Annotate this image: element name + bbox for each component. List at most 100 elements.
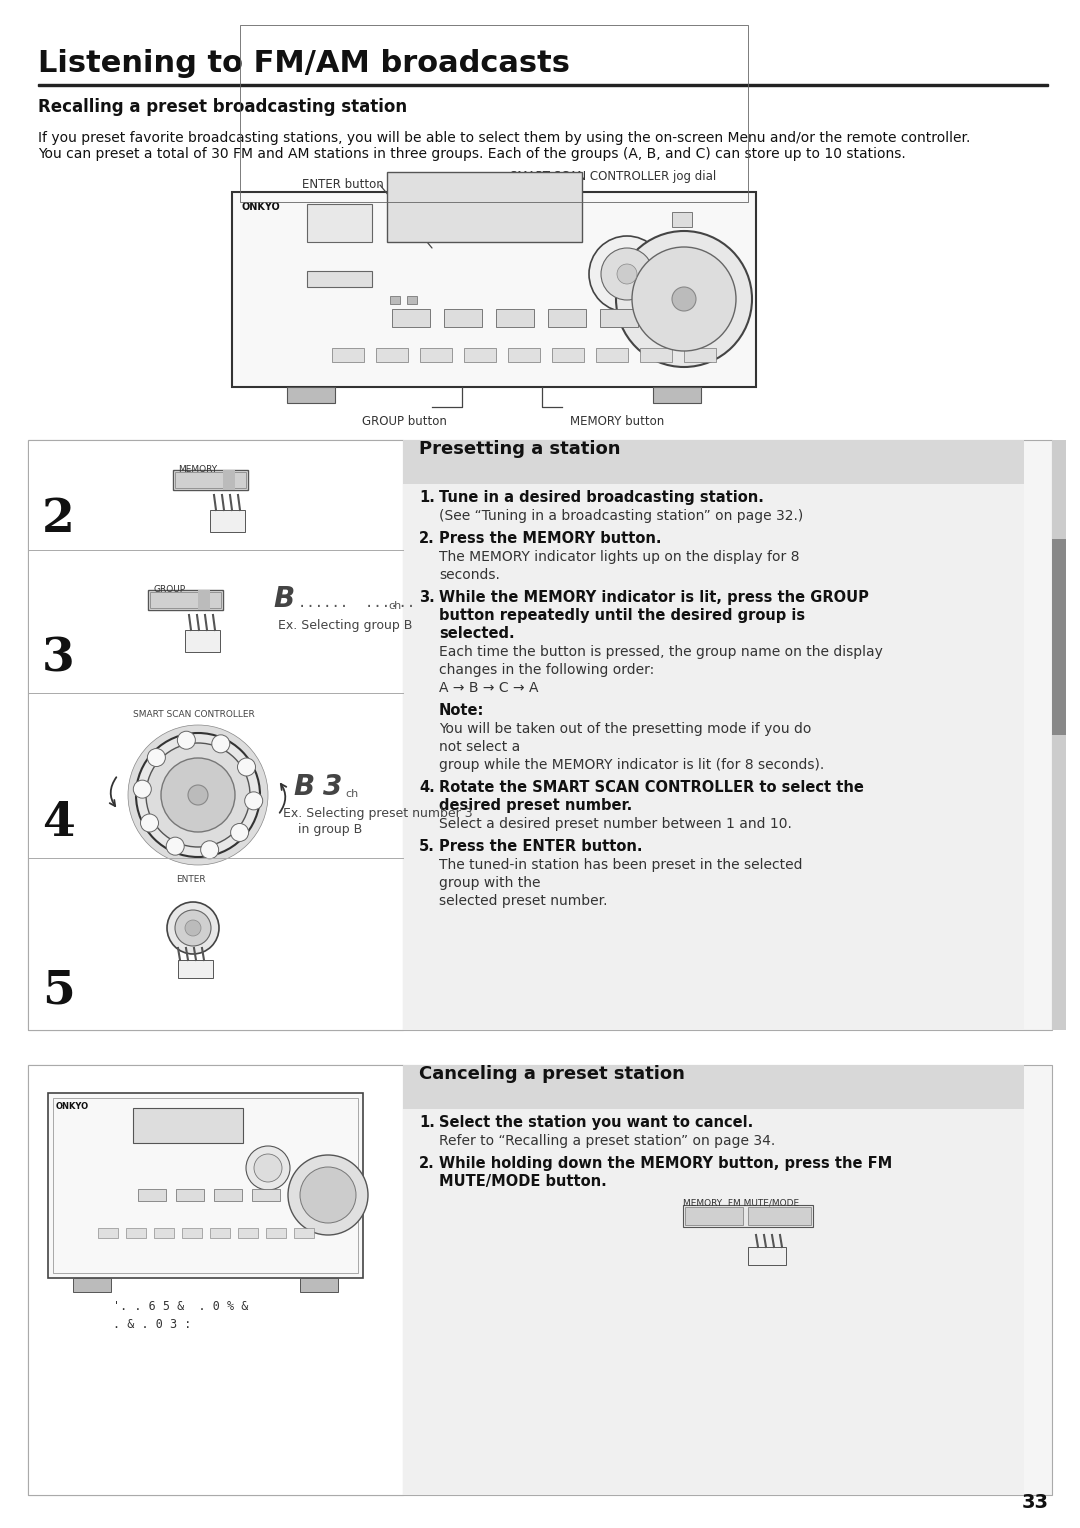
Circle shape bbox=[632, 248, 735, 351]
Bar bbox=[640, 348, 672, 362]
Text: Press the MEMORY button.: Press the MEMORY button. bbox=[438, 532, 661, 545]
Text: While the MEMORY indicator is lit, press the GROUP: While the MEMORY indicator is lit, press… bbox=[438, 590, 869, 605]
Bar bbox=[266, 1229, 286, 1238]
Text: Listening to FM/AM broadcasts: Listening to FM/AM broadcasts bbox=[38, 49, 570, 78]
Bar bbox=[138, 1189, 166, 1201]
Circle shape bbox=[245, 792, 262, 810]
Text: not select a: not select a bbox=[438, 740, 521, 753]
Bar bbox=[38, 84, 1048, 86]
Bar bbox=[98, 1229, 118, 1238]
Text: changes in the following order:: changes in the following order: bbox=[438, 663, 654, 677]
Bar bbox=[332, 348, 364, 362]
Bar bbox=[29, 695, 402, 859]
Bar bbox=[403, 1065, 1024, 1494]
Bar bbox=[28, 440, 403, 1030]
Text: Ex. Selecting preset number 3: Ex. Selecting preset number 3 bbox=[283, 807, 473, 821]
Bar bbox=[496, 309, 534, 327]
Bar bbox=[175, 472, 246, 487]
Text: Note:: Note: bbox=[438, 703, 484, 718]
Text: If you preset favorite broadcasting stations, you will be able to select them by: If you preset favorite broadcasting stat… bbox=[38, 131, 970, 145]
Bar bbox=[1052, 440, 1066, 1030]
Circle shape bbox=[146, 743, 249, 847]
Text: 2.: 2. bbox=[419, 532, 435, 545]
Text: A → B → C → A: A → B → C → A bbox=[438, 681, 539, 695]
Text: Each time the button is pressed, the group name on the display: Each time the button is pressed, the gro… bbox=[438, 645, 882, 659]
Bar bbox=[1052, 539, 1066, 735]
Bar bbox=[672, 267, 692, 283]
Circle shape bbox=[185, 920, 201, 937]
Text: SMART SCAN CONTROLLER: SMART SCAN CONTROLLER bbox=[133, 711, 255, 720]
Text: group with the: group with the bbox=[438, 876, 540, 889]
Text: 3.: 3. bbox=[419, 590, 435, 605]
Text: 2: 2 bbox=[42, 497, 75, 542]
Bar bbox=[407, 296, 417, 304]
Text: The tuned-in station has been preset in the selected: The tuned-in station has been preset in … bbox=[438, 859, 802, 872]
Text: ONKYO: ONKYO bbox=[242, 202, 281, 212]
Circle shape bbox=[238, 758, 256, 776]
Bar bbox=[672, 296, 692, 312]
Text: 1.: 1. bbox=[419, 490, 435, 504]
Text: 2.: 2. bbox=[419, 1157, 435, 1170]
Circle shape bbox=[129, 724, 268, 865]
Bar bbox=[748, 1247, 786, 1265]
Bar bbox=[403, 440, 1024, 484]
Bar bbox=[387, 173, 582, 241]
Text: B: B bbox=[273, 585, 294, 613]
Circle shape bbox=[136, 733, 260, 857]
Text: . & . 0 3 :: . & . 0 3 : bbox=[113, 1319, 191, 1331]
Bar bbox=[444, 309, 482, 327]
Text: '. . 6 5 &  . 0 % &: '. . 6 5 & . 0 % & bbox=[113, 1300, 248, 1313]
Bar bbox=[464, 348, 496, 362]
Circle shape bbox=[672, 287, 696, 312]
Bar bbox=[150, 591, 221, 608]
Text: Select the station you want to cancel.: Select the station you want to cancel. bbox=[438, 1115, 753, 1131]
Circle shape bbox=[201, 840, 218, 859]
Bar bbox=[307, 270, 372, 287]
Text: You can preset a total of 30 FM and AM stations in three groups. Each of the gro: You can preset a total of 30 FM and AM s… bbox=[38, 147, 906, 160]
Circle shape bbox=[212, 735, 230, 753]
Circle shape bbox=[600, 248, 653, 299]
Text: ch: ch bbox=[388, 601, 402, 611]
Text: SMART SCAN CONTROLLER jog dial: SMART SCAN CONTROLLER jog dial bbox=[510, 170, 716, 183]
Text: button repeatedly until the desired group is: button repeatedly until the desired grou… bbox=[438, 608, 805, 623]
Bar bbox=[252, 1189, 280, 1201]
Text: MEMORY  FM MUTE/MODE: MEMORY FM MUTE/MODE bbox=[683, 1198, 799, 1207]
Text: ENTER button: ENTER button bbox=[302, 177, 383, 191]
Bar bbox=[222, 471, 235, 490]
Bar bbox=[28, 1065, 403, 1494]
Bar bbox=[29, 442, 402, 550]
Bar bbox=[28, 1065, 1052, 1494]
Text: ONKYO: ONKYO bbox=[56, 1102, 90, 1111]
Bar bbox=[154, 1229, 174, 1238]
Bar bbox=[552, 348, 584, 362]
Circle shape bbox=[300, 1167, 356, 1222]
Bar bbox=[307, 205, 372, 241]
Circle shape bbox=[589, 235, 665, 312]
Bar bbox=[420, 348, 453, 362]
Bar bbox=[300, 1277, 338, 1293]
Text: (See “Tuning in a broadcasting station” on page 32.): (See “Tuning in a broadcasting station” … bbox=[438, 509, 804, 523]
Bar bbox=[596, 348, 627, 362]
Text: ......  ......: ...... ...... bbox=[298, 596, 415, 610]
Bar bbox=[653, 387, 701, 403]
Text: GROUP: GROUP bbox=[153, 585, 185, 594]
Circle shape bbox=[616, 231, 752, 367]
Circle shape bbox=[147, 749, 165, 767]
Bar bbox=[214, 1189, 242, 1201]
Text: 1.: 1. bbox=[419, 1115, 435, 1131]
Bar bbox=[684, 348, 716, 362]
Circle shape bbox=[188, 785, 208, 805]
Text: 3: 3 bbox=[323, 773, 342, 801]
Text: 4.: 4. bbox=[419, 779, 435, 795]
Bar bbox=[28, 1065, 403, 1494]
Text: selected.: selected. bbox=[438, 626, 515, 642]
Bar bbox=[672, 240, 692, 255]
Bar bbox=[148, 590, 222, 610]
Text: 4: 4 bbox=[42, 801, 75, 847]
Text: The MEMORY indicator lights up on the display for 8: The MEMORY indicator lights up on the di… bbox=[438, 550, 799, 564]
Bar bbox=[392, 309, 430, 327]
Bar bbox=[294, 1229, 314, 1238]
Bar bbox=[403, 440, 1024, 1030]
Circle shape bbox=[166, 837, 185, 856]
Bar bbox=[126, 1229, 146, 1238]
